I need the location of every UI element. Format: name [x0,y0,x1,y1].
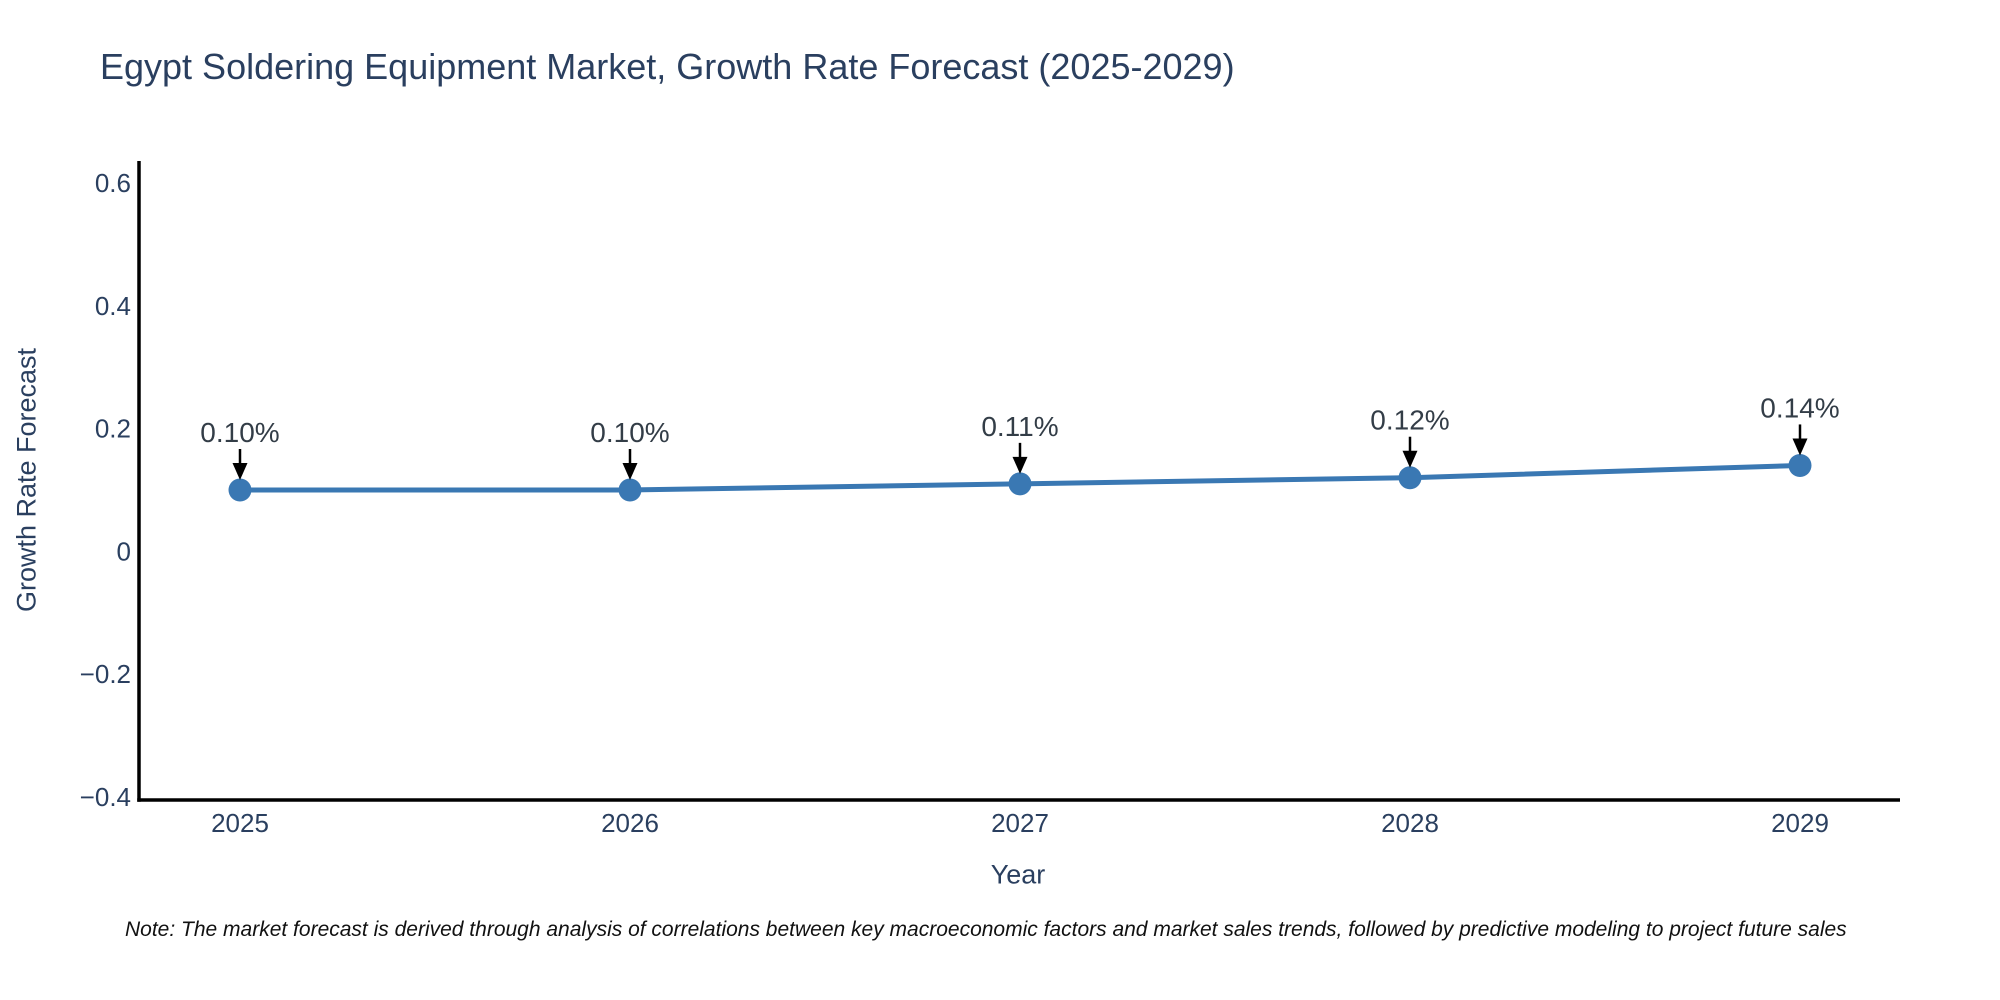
annotation-arrow-head [622,463,638,480]
data-point-marker [618,478,642,502]
x-tick-label: 2026 [601,808,659,838]
y-tick-label: 0.2 [95,414,131,444]
annotation-arrow-head [1012,456,1028,474]
annotation-arrow-head [1792,438,1808,456]
data-point-label: 0.11% [981,411,1058,442]
annotation-arrow-head [232,463,248,480]
x-axis-title: Year [990,859,1046,890]
x-tick-label: 2025 [211,808,269,838]
y-tick-label: 0.6 [95,168,131,198]
x-tick-label: 2027 [991,808,1049,838]
x-tick-label: 2028 [1381,808,1439,838]
y-tick-label: −0.4 [80,782,131,812]
data-point-label: 0.12% [1370,405,1449,436]
data-point-marker [228,478,252,502]
x-tick-label: 2029 [1771,808,1829,838]
y-tick-label: −0.2 [80,659,131,689]
footnote: Note: The market forecast is derived thr… [125,918,1847,941]
data-point-label: 0.14% [1760,392,1839,423]
y-tick-label: 0 [117,536,131,566]
y-tick-label: 0.4 [95,291,131,321]
data-point-label: 0.10% [590,417,669,448]
data-point-label: 0.10% [200,417,279,448]
chart-title: Egypt Soldering Equipment Market, Growth… [100,46,1235,87]
annotation-arrow-head [1402,450,1418,468]
data-point-marker [1008,472,1032,496]
data-point-marker [1398,466,1422,490]
data-point-marker [1788,453,1812,477]
